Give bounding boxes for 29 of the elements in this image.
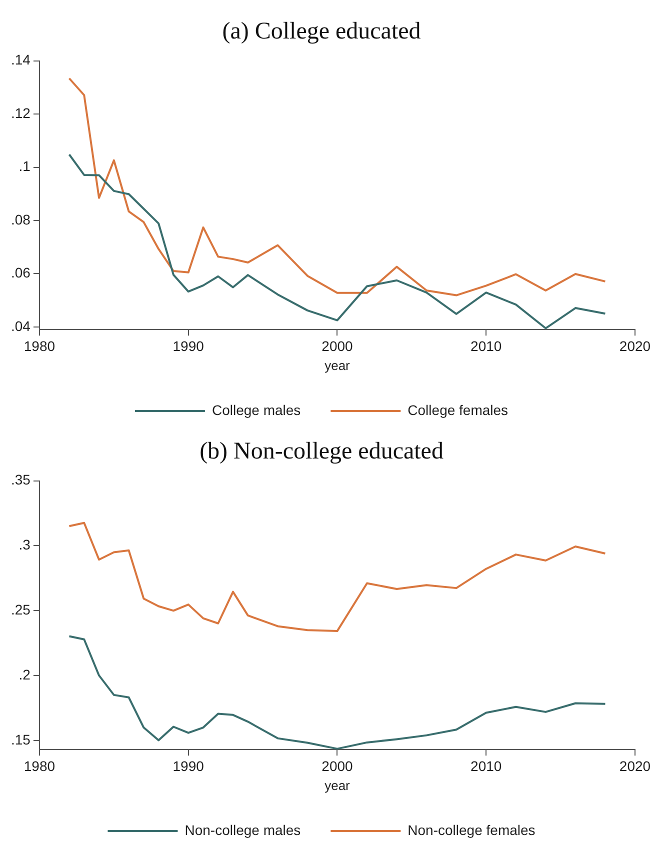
x-tick-label: 2000 (322, 338, 354, 354)
legend-label: College females (408, 402, 508, 418)
chart-title: (b) Non-college educated (200, 438, 444, 465)
y-tick-label: .25 (10, 602, 31, 618)
legend-label: College males (212, 402, 301, 418)
y-tick-label: .06 (10, 264, 31, 281)
x-axis-title: year (324, 778, 351, 793)
y-tick-label: .12 (10, 104, 31, 121)
x-tick-label: 2010 (470, 758, 502, 774)
x-axis-title: year (324, 358, 351, 373)
y-tick-label: .1 (18, 158, 31, 174)
chart-title: (a) College educated (222, 18, 421, 45)
legend-label: Non-college females (408, 822, 536, 838)
y-tick-label: .08 (10, 211, 31, 228)
x-tick-label: 1990 (172, 758, 204, 774)
y-tick-label: .2 (18, 666, 31, 682)
x-tick-label: 2010 (470, 338, 502, 354)
legend-label: Non-college males (184, 822, 301, 838)
y-tick-label: .14 (10, 52, 31, 68)
x-tick-label: 1990 (172, 338, 204, 354)
x-tick-label: 2020 (619, 338, 651, 354)
x-tick-label: 1980 (24, 338, 56, 354)
y-tick-label: .3 (18, 536, 31, 553)
x-tick-label: 1980 (24, 758, 56, 774)
y-tick-label: .15 (10, 731, 31, 748)
x-tick-label: 2020 (619, 758, 651, 774)
y-tick-label: .04 (10, 318, 31, 334)
y-tick-label: .35 (10, 472, 31, 488)
x-tick-label: 2000 (322, 758, 354, 774)
